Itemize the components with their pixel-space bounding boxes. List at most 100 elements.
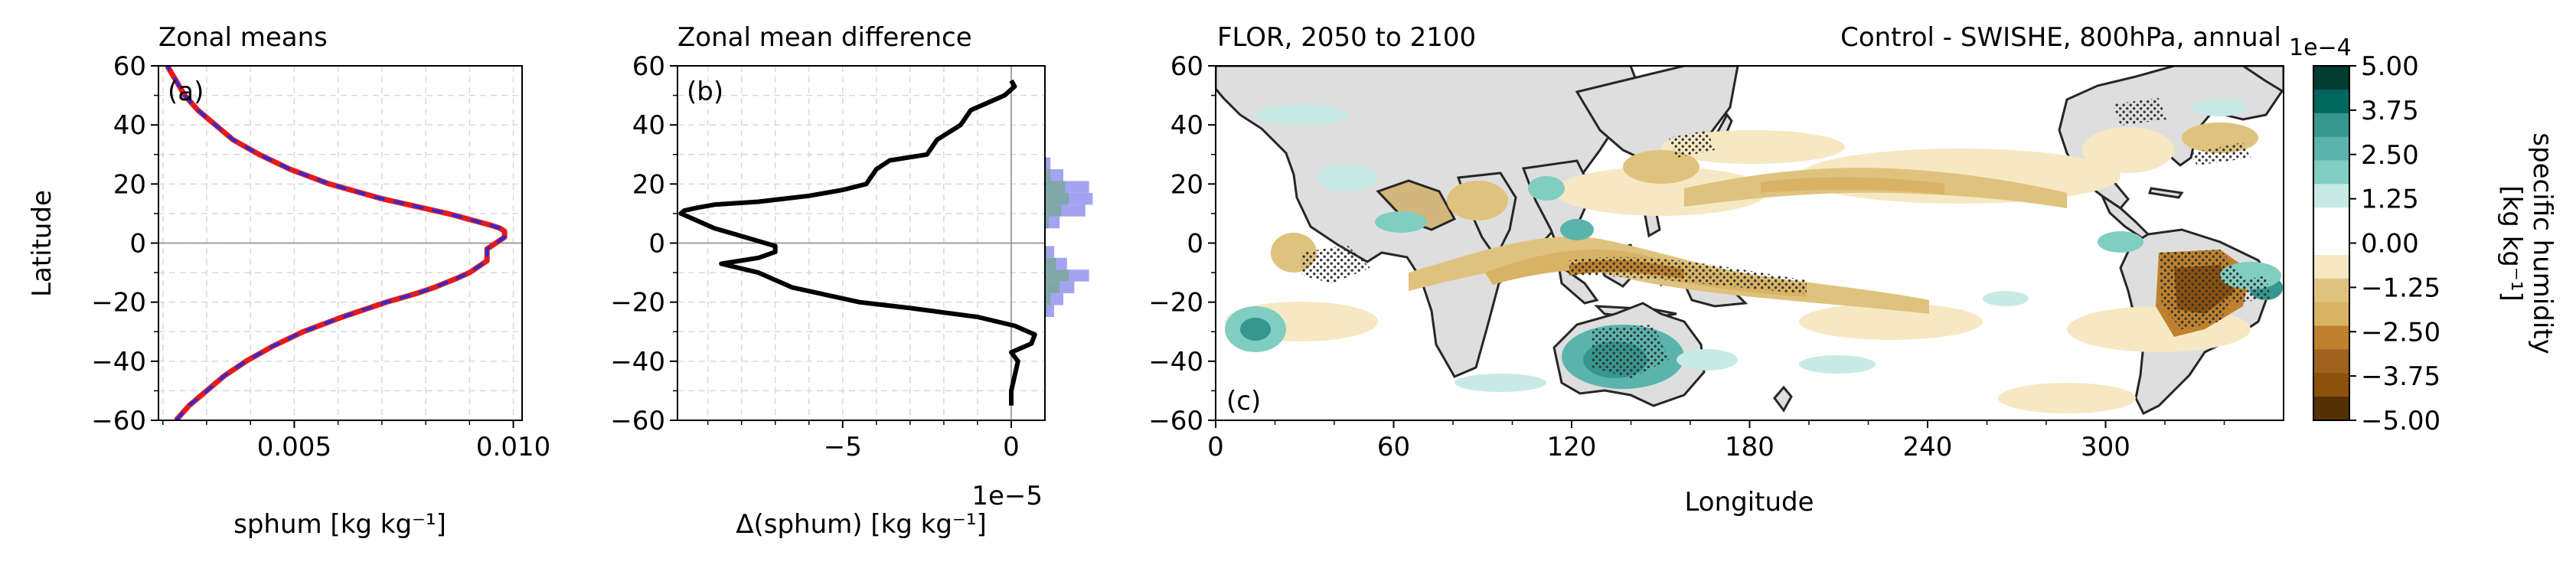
- colorbar-level: [2313, 325, 2349, 350]
- y-tick-label: −20: [91, 288, 146, 318]
- map-field: [1216, 66, 2284, 416]
- title-left-c: FLOR, 2050 to 2100: [1217, 22, 1476, 53]
- x-tick-label: 0: [1003, 432, 1020, 462]
- y-tick-label: 40: [1170, 110, 1203, 141]
- colorbar-level: [2313, 184, 2349, 208]
- colorbar-level: [2313, 397, 2349, 421]
- panel-label-c: (c): [1226, 386, 1261, 416]
- colorbar-level: [2313, 254, 2349, 279]
- panel-label-a: (a): [168, 77, 204, 107]
- x-tick-label: 240: [1903, 432, 1953, 462]
- x-tick-label: 0: [1207, 432, 1224, 462]
- colorbar-level: [2313, 231, 2349, 256]
- y-tick-label: 40: [632, 110, 665, 141]
- y-tick-label: 60: [1170, 51, 1203, 82]
- x-ticks-b: −5 0: [707, 420, 1020, 462]
- offset-text-b: 1e−5: [971, 481, 1043, 511]
- title-b: Zonal mean difference: [677, 22, 972, 53]
- xlabel-b: Δ(sphum) [kg kg⁻¹]: [736, 509, 987, 540]
- colorbar-tick-label: 3.75: [2361, 96, 2419, 126]
- x-ticks-a: 0.005 0.010: [162, 420, 550, 462]
- colorbar-label-line1: specific humidity: [2527, 132, 2558, 354]
- x-tick-label: 60: [1377, 432, 1410, 462]
- y-tick-label: 20: [1170, 169, 1203, 200]
- panel-c: −60 −40 −20 0 20 40 60 0 60 120 180 240 300 FLOR, 2…: [1148, 22, 2284, 518]
- histogram-bar-overlap: [1045, 181, 1066, 193]
- colorbar-level: [2313, 113, 2349, 138]
- histogram-bar-blue: [1045, 246, 1054, 258]
- colorbar-tick-label: 5.00: [2361, 51, 2419, 82]
- xlabel-c: Longitude: [1684, 487, 1814, 518]
- y-tick-label: 0: [648, 229, 665, 260]
- colorbar-level: [2313, 373, 2349, 397]
- histogram-bar-blue: [1045, 305, 1054, 317]
- y-tick-label: −40: [1148, 347, 1203, 377]
- histogram-bar-overlap: [1045, 157, 1047, 170]
- title-a: Zonal means: [158, 22, 328, 53]
- colorbar-tick-label: 1.25: [2361, 185, 2419, 215]
- x-tick-label: −5: [824, 432, 862, 462]
- colorbar-tick-label: −2.50: [2361, 317, 2441, 348]
- colorbar-level: [2313, 89, 2349, 114]
- xlabel-a: sphum [kg kg⁻¹]: [233, 509, 446, 540]
- histogram-bar-overlap: [1045, 257, 1056, 270]
- y-tick-label: −60: [1148, 406, 1203, 436]
- panel-b: −60 −40 −20 0 20 40 60 −5 0 Zonal mean differen…: [610, 22, 1093, 540]
- reference-lines-b: [677, 66, 1045, 420]
- y-ticks-c: −60 −40 −20 0 20 40 60: [1148, 51, 1216, 436]
- y-tick-label: −60: [610, 406, 665, 436]
- x-tick-label: 180: [1725, 432, 1774, 462]
- histogram-bar-overlap: [1045, 192, 1069, 205]
- colorbar-level: [2313, 160, 2349, 185]
- colorbar-level: [2313, 66, 2349, 90]
- colorbar-tick-label: 0.00: [2361, 229, 2419, 260]
- histogram-bar-overlap: [1045, 246, 1047, 258]
- x-tick-label: 120: [1547, 432, 1597, 462]
- colorbar-level: [2313, 207, 2349, 232]
- y-tick-label: −20: [1148, 288, 1203, 318]
- x-tick-label: 0.010: [476, 432, 550, 462]
- y-ticks-b: −60 −40 −20 0 20 40 60: [610, 51, 677, 436]
- y-tick-label: 0: [1187, 229, 1203, 260]
- ylabel-a: Latitude: [27, 190, 57, 297]
- histogram-bar-overlap: [1045, 293, 1051, 305]
- colorbar-tick-label: −1.25: [2361, 273, 2441, 303]
- y-tick-label: −20: [610, 288, 665, 318]
- histogram-bar-overlap: [1045, 169, 1051, 181]
- x-tick-label: 300: [2081, 432, 2130, 462]
- colorbar: 5.00 3.75 2.50 1.25 0.00 −1.25 −2.50 −3.75 −5.00…: [2289, 34, 2558, 436]
- y-tick-label: −40: [610, 347, 665, 377]
- histogram-bar-overlap: [1045, 281, 1060, 294]
- colorbar-offset-text: 1e−4: [2289, 34, 2352, 61]
- colorbar-level: [2313, 136, 2349, 161]
- series-blue-dashed-line: [165, 66, 507, 420]
- colorbar-ticks: 5.00 3.75 2.50 1.25 0.00 −1.25 −2.50 −3.75 −5.00: [2349, 51, 2441, 436]
- y-tick-label: −60: [91, 406, 146, 436]
- y-tick-label: 20: [632, 169, 665, 200]
- y-ticks-a: −60 −40 −20 0 20 40 60: [91, 51, 158, 436]
- y-tick-label: −40: [91, 347, 146, 377]
- series-a: [165, 66, 508, 420]
- histogram-bar-overlap: [1045, 305, 1047, 317]
- x-ticks-c: 0 60 120 180 240 300: [1207, 420, 2225, 462]
- series-difference-line: [678, 79, 1037, 406]
- colorbar-level: [2313, 302, 2349, 327]
- y-tick-label: 20: [113, 169, 146, 200]
- colorbar-level: [2313, 349, 2349, 374]
- y-tick-label: 40: [113, 110, 146, 141]
- y-tick-label: 0: [129, 229, 146, 260]
- y-tick-label: 60: [632, 51, 665, 82]
- title-right-c: Control - SWISHE, 800hPa, annual: [1840, 22, 2281, 53]
- histogram-bar-overlap: [1045, 216, 1049, 229]
- colorbar-tick-label: −3.75: [2361, 361, 2441, 392]
- y-tick-label: 60: [113, 51, 146, 82]
- map-stippling: [1301, 98, 2271, 378]
- colorbar-level: [2313, 278, 2349, 303]
- colorbar-label-line2: [kg kg⁻¹]: [2496, 185, 2527, 301]
- histogram-b: [1045, 157, 1093, 317]
- x-tick-label: 0.005: [257, 432, 331, 462]
- histogram-bar-overlap: [1045, 269, 1069, 282]
- colorbar-tick-label: −5.00: [2361, 406, 2441, 436]
